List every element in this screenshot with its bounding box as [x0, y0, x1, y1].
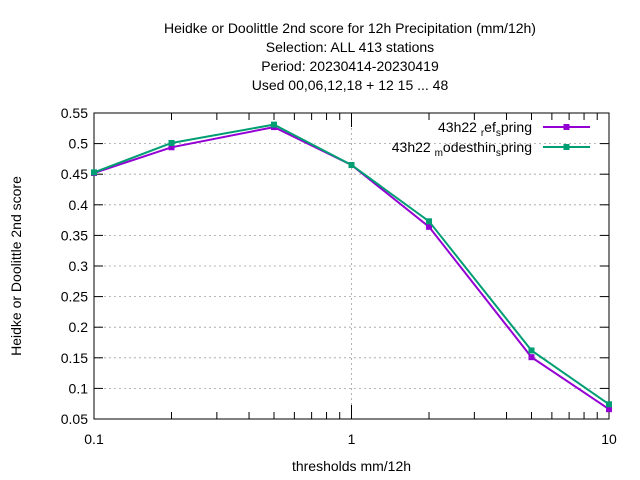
data-point-series-2	[168, 139, 175, 146]
data-point-series-2	[606, 401, 612, 408]
y-tick-label: 0.55	[61, 105, 88, 121]
x-tick-label: 10	[601, 431, 617, 447]
y-tick-label: 0.3	[69, 258, 89, 274]
y-tick-label: 0.4	[69, 197, 89, 213]
axis-ticks: 0.05 0.1 0.15 0.2 0.25 0.3 0.35 0.4 0.45 0.5 0.55 0…	[61, 105, 617, 447]
legend-label-part: pring	[501, 139, 532, 155]
legend-label-part: 43h22	[438, 119, 481, 135]
y-tick-label: 0.35	[61, 227, 88, 243]
x-tick-label: 0.1	[84, 431, 104, 447]
y-tick-label: 0.45	[61, 166, 88, 182]
legend-label-part: 43h22	[392, 139, 435, 155]
title-line: Used 00,06,12,18 + 12 15 ... 48	[252, 77, 449, 93]
series	[91, 121, 612, 413]
y-tick-label: 0.2	[69, 319, 89, 335]
title-line: Period: 20230414-20230419	[261, 58, 439, 74]
legend-label-2: 43h22 modesthinspring	[392, 139, 532, 159]
title-line: Heidke or Doolittle 2nd score for 12h Pr…	[164, 20, 536, 36]
legend-marker-1	[563, 124, 570, 130]
legend-label-part: m	[435, 148, 443, 159]
y-tick-label: 0.25	[61, 289, 88, 305]
legend-label-part: s	[496, 128, 501, 139]
data-point-series-2	[426, 218, 433, 225]
grid	[94, 113, 609, 419]
y-tick-label: 0.1	[69, 380, 89, 396]
x-tick-label: 1	[348, 431, 356, 447]
data-point-series-2	[270, 121, 277, 128]
data-point-series-1	[426, 223, 433, 230]
y-tick-label: 0.5	[69, 136, 89, 152]
plot-frame	[93, 112, 610, 420]
legend-label-part: odesthin	[443, 139, 496, 155]
legend-label-part: pring	[501, 119, 532, 135]
data-point-series-1	[528, 354, 535, 361]
data-point-series-2	[91, 169, 97, 176]
legend-label-part: r	[481, 128, 485, 139]
legend-marker-2	[563, 144, 570, 150]
y-tick-label: 0.15	[61, 350, 88, 366]
y-tick-label: 0.05	[61, 411, 88, 427]
data-point-series-1	[606, 406, 612, 413]
title-line: Selection: ALL 413 stations	[266, 39, 434, 55]
chart-title: Heidke or Doolittle 2nd score for 12h Pr…	[164, 20, 536, 93]
legend-label-1: 43h22 refspring	[438, 119, 532, 139]
legend-label-part: ef	[484, 119, 496, 135]
y-axis-label: Heidke or Doolittle 2nd score	[8, 176, 24, 356]
data-point-series-2	[348, 162, 355, 169]
data-point-series-1	[168, 144, 175, 151]
x-axis-label: thresholds mm/12h	[292, 458, 411, 474]
data-point-series-2	[528, 347, 535, 354]
legend-label-part: s	[496, 148, 501, 159]
